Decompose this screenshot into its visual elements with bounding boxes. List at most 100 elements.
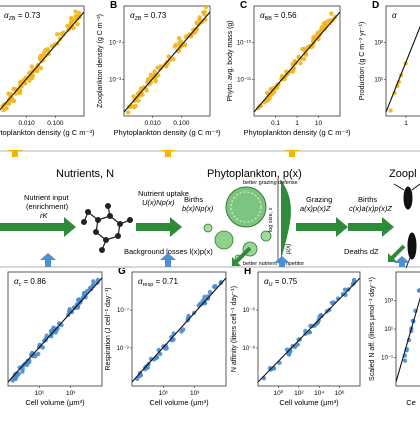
y-tick-label: 10⁻⁹ bbox=[117, 345, 130, 352]
log-size-label: log size, x bbox=[268, 207, 274, 232]
deaths-label: Deaths dZ bbox=[344, 247, 379, 256]
panel-stat: α bbox=[392, 11, 397, 20]
births-label-2: b(x)Np(x) bbox=[182, 204, 214, 213]
x-axis-label: Ce bbox=[406, 398, 416, 407]
x-tick-label: 0.100 bbox=[173, 120, 190, 127]
x-tick-label: 0.1 bbox=[271, 120, 280, 127]
data-point bbox=[313, 34, 317, 38]
data-point bbox=[11, 87, 15, 91]
x-tick-label: 0.100 bbox=[47, 120, 64, 127]
data-point bbox=[201, 10, 205, 14]
panel-letter: H bbox=[244, 268, 251, 277]
phytoplankton-cells bbox=[204, 187, 271, 261]
data-point bbox=[91, 279, 95, 283]
y-tick-label: 10⁻² bbox=[109, 41, 121, 47]
nutrient-input-label-2: (enrichment) bbox=[26, 202, 69, 211]
x-tick-label: 0.010 bbox=[145, 120, 162, 127]
y-tick-label: 10⁻¹¹ bbox=[237, 77, 251, 83]
blue-arrow-4 bbox=[394, 256, 410, 267]
y-tick-label: 10¹ bbox=[384, 327, 393, 333]
data-point bbox=[179, 329, 183, 333]
births-label-1: Births bbox=[184, 195, 203, 204]
data-point bbox=[33, 354, 37, 358]
y-tick-label: 10⁻⁶ bbox=[243, 307, 256, 314]
y-tick-label: 10⁻¹ bbox=[381, 356, 393, 362]
nutrient-uptake-arrow bbox=[136, 217, 182, 237]
panel-letter: B bbox=[110, 0, 117, 11]
data-point bbox=[14, 377, 18, 381]
x-tick-label: 10³ bbox=[66, 390, 76, 397]
x-axis-label: Cell volume (μm³) bbox=[279, 398, 339, 407]
x-tick-label: 1 bbox=[295, 120, 299, 127]
data-point bbox=[298, 61, 302, 65]
grazing-label-1: Grazing bbox=[306, 195, 332, 204]
x-tick-label: 0.010 bbox=[19, 120, 36, 127]
panel-letter: D bbox=[372, 0, 379, 11]
y-tick-label: 10⁻³ bbox=[109, 77, 121, 83]
grazing-arrow bbox=[296, 217, 348, 237]
x-axis-label: Phytoplankton density (g C m⁻³) bbox=[114, 128, 221, 137]
x-axis-label: Cell volume (μm³) bbox=[149, 398, 209, 407]
phyto-cell-large bbox=[226, 187, 266, 227]
x-tick-label: 10¹ bbox=[35, 390, 45, 397]
x-tick-label: 10² bbox=[294, 390, 304, 397]
uptake-label-1: Nutrient uptake bbox=[138, 189, 189, 198]
y-axis-label: Zooplankton density (g C m⁻³) bbox=[97, 14, 104, 108]
x-tick-label: 10³ bbox=[190, 390, 200, 397]
data-point bbox=[69, 16, 73, 20]
nutrient-input-label-3: rK bbox=[40, 211, 48, 220]
data-point bbox=[42, 51, 46, 55]
y-tick-label: 10⁻¹⁰ bbox=[237, 40, 252, 47]
better-nutrient-label: better nutrient competitor bbox=[243, 261, 304, 267]
uptake-label-2: U(x)Np(x) bbox=[142, 198, 175, 207]
better-grazing-label: better grazing defense bbox=[243, 180, 298, 186]
y-axis-label: Respiration (J cell⁻¹ day⁻¹) bbox=[105, 287, 112, 370]
nutrient-input-arrow bbox=[0, 217, 76, 237]
food-web-diagram: Nutrients, N Phytoplankton, p(x) Zoopl N… bbox=[0, 150, 420, 268]
data-point bbox=[126, 110, 130, 114]
nutrient-molecule-icon bbox=[82, 204, 133, 253]
data-point bbox=[134, 104, 138, 108]
x-tick-label: 1 bbox=[404, 120, 408, 127]
data-point bbox=[403, 359, 407, 363]
zoo-births-arrow bbox=[348, 217, 394, 237]
x-tick-label: 10⁶ bbox=[335, 390, 345, 397]
data-point bbox=[5, 106, 9, 110]
phyto-cell-medium-1 bbox=[215, 231, 233, 249]
y-axis-label: Scaled N aff. (liters μmol⁻¹ day⁻¹) bbox=[369, 277, 376, 381]
x-tick-label: 10⁴ bbox=[314, 390, 324, 397]
y-tick-label: 10¹ bbox=[374, 77, 383, 83]
y-axis-label: Production (g C m⁻³ yr⁻¹) bbox=[359, 22, 366, 101]
zooplankton-icon bbox=[394, 184, 420, 268]
zooplankton-body-2 bbox=[408, 233, 416, 259]
zooplankton-body-1 bbox=[404, 187, 412, 209]
data-point bbox=[55, 32, 59, 36]
zoo-births-label-1: Births bbox=[358, 195, 377, 204]
y-axis-label: Phyto. avg. body mass (g) bbox=[227, 20, 234, 101]
grazing-label-2: a(x)p(x)Z bbox=[300, 204, 331, 213]
x-axis-label: Cell volume (μm³) bbox=[25, 398, 85, 407]
diagram-svg: Nutrients, N Phytoplankton, p(x) Zoopl N… bbox=[0, 150, 420, 268]
x-axis-label: Phytoplankton density (g C m⁻³) bbox=[244, 128, 351, 137]
data-point bbox=[329, 11, 333, 15]
data-point bbox=[82, 291, 86, 295]
phyto-cell-small-2 bbox=[204, 224, 212, 232]
y-axis-label: N affinity (liters cell⁻¹ day⁻¹) bbox=[231, 286, 238, 372]
data-point bbox=[146, 77, 150, 81]
y-tick-label: 10⁻⁷ bbox=[117, 307, 129, 314]
x-axis-label: Phytoplankton density (g C m⁻³) bbox=[0, 128, 95, 137]
x-tick-label: 10¹ bbox=[159, 390, 169, 397]
zoo-title: Zoopl bbox=[389, 168, 417, 180]
data-point bbox=[73, 9, 77, 13]
zoo-births-label-2: c(x)a(x)p(x)Z bbox=[349, 204, 392, 213]
y-tick-label: 10³ bbox=[384, 299, 393, 305]
x-tick-label: 10⁰ bbox=[273, 389, 283, 397]
data-point bbox=[30, 64, 34, 68]
